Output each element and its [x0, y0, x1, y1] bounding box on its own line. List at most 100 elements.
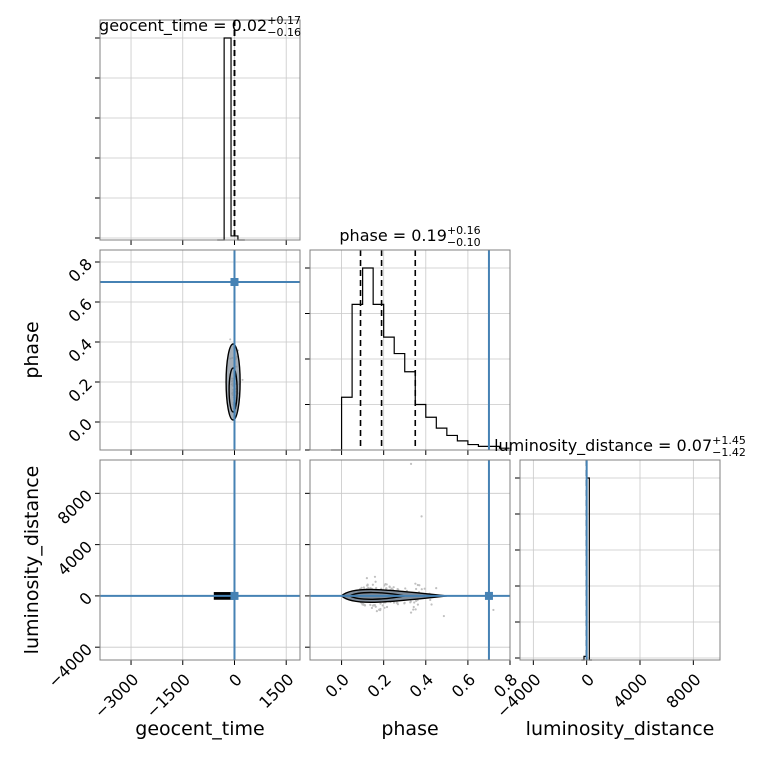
phase-distance-2d-sample-point: [374, 605, 377, 608]
distance-hist-title-lower: −1.42: [712, 446, 746, 459]
distance-hist-title-upper: +1.45: [712, 434, 746, 447]
phase-distance-2d-truth-marker: [484, 591, 493, 600]
phase-distance-2d-sample-point: [412, 608, 415, 611]
axes-layer: [95, 19, 721, 665]
distance-hist-xtick-label: 8000: [662, 670, 704, 712]
phase-hist-title-upper: +0.16: [447, 224, 481, 237]
phase-distance-2d-xtick-label: 0.4: [406, 670, 437, 701]
phase-hist-histogram-steps: [331, 267, 511, 451]
luminosity-distance-x-axis-label: luminosity_distance: [526, 718, 715, 740]
geocent-distance-2d-frame: [99, 459, 301, 661]
phase-distance-2d-sample-point: [362, 586, 366, 589]
phase-distance-2d-sample-point: [371, 583, 374, 586]
phase-distance-2d-sample-point: [420, 515, 423, 518]
phase-distance-2d-xtick-label: 0.2: [364, 670, 395, 701]
distance-hist-frame: [519, 459, 721, 661]
phase-distance-2d-sample-point: [409, 462, 413, 465]
phase-distance-2d-sample-point: [375, 609, 378, 613]
phase-distance-2d-sample-point: [423, 587, 426, 590]
geocent-distance-2d-ytick-label: 0: [75, 588, 96, 609]
phase-distance-2d-sample-point: [388, 585, 391, 588]
phase-distance-2d-sample-point: [365, 577, 368, 580]
geocent-time-hist-title-text: geocent_time = 0.02+0.17: [99, 14, 301, 36]
phase-distance-2d-sample-point: [416, 603, 419, 606]
phase-distance-2d-sample-point: [413, 601, 416, 604]
phase-distance-2d-sample-point: [363, 604, 366, 607]
phase-distance-2d-sample-point: [366, 583, 369, 586]
geocent-phase-2d-truth-marker: [230, 278, 239, 286]
phase-distance-2d-sample-point: [429, 598, 432, 602]
phase-distance-2d-sample-point: [442, 614, 445, 618]
phase-distance-2d-sample-point: [369, 603, 372, 606]
phase-distance-2d-frame: [309, 459, 511, 661]
phase-distance-2d-sample-point: [396, 587, 399, 591]
geocent-distance-2d-ytick-label: −4000: [44, 640, 96, 692]
fill-layer: [229, 338, 495, 618]
phase-distance-2d-sample-point: [392, 586, 395, 589]
geocent-distance-2d-ytick-label: 8000: [54, 486, 96, 528]
geocent-distance-2d-xtick-label: −3000: [91, 670, 143, 722]
phase-distance-2d-sample-point: [392, 601, 396, 604]
phase-distance-2d-sample-point: [370, 606, 374, 610]
distance-hist-title-text: luminosity_distance = 0.07+1.45: [494, 434, 746, 456]
phase-x-axis-label: phase: [381, 718, 438, 740]
phase-hist-title-text: phase = 0.19+0.16: [339, 224, 480, 245]
geocent-time-hist-title-lower: −0.16: [267, 26, 301, 39]
phase-hist-title-main: phase = 0.19: [339, 226, 446, 245]
phase-distance-2d-xtick-label: 0.6: [448, 670, 479, 701]
phase-distance-2d-sample-point: [396, 603, 399, 606]
phase-distance-2d-sample-point: [403, 601, 406, 604]
phase-distance-2d-sample-point: [379, 607, 382, 611]
distance-hist-title-main: luminosity_distance = 0.07: [494, 436, 712, 456]
phase-distance-2d-sample-point: [415, 587, 418, 591]
phase-distance-2d-sample-point: [409, 601, 412, 604]
phase-hist-title: phase = 0.19+0.16−0.10: [339, 224, 480, 249]
geocent-phase-2d-ytick-label: 0.6: [65, 295, 96, 326]
phase-distance-2d-sample-point: [385, 583, 388, 586]
geocent-time-hist-title: geocent_time = 0.02+0.17−0.16: [99, 14, 301, 39]
phase-distance-2d-sample-point: [390, 587, 393, 590]
geocent-phase-2d-sample-point: [241, 378, 244, 381]
distance-hist-xtick-label: 4000: [609, 670, 651, 712]
geocent-distance-2d-xtick-label: 0: [225, 670, 246, 691]
geocent-distance-2d-ytick-label: 4000: [54, 537, 96, 579]
phase-distance-2d-sample-point: [492, 608, 495, 612]
phase-distance-2d-sample-point: [420, 588, 423, 591]
geocent-distance-2d-truth-marker: [230, 591, 239, 600]
geocent-phase-2d-sample-point: [229, 338, 232, 341]
geocent-phase-2d-frame: [99, 249, 301, 451]
geocent-time-hist-frame: [99, 19, 301, 241]
phase-distance-2d-sample-point: [404, 587, 407, 590]
phase-y-axis-label: phase: [21, 321, 43, 378]
distance-hist-title: luminosity_distance = 0.07+1.45−1.42: [494, 434, 746, 459]
geocent-distance-2d-xtick-label: −1500: [142, 670, 194, 722]
phase-distance-2d-sample-point: [379, 602, 382, 605]
geocent-time-hist-histogram-steps: [217, 37, 245, 241]
phase-distance-2d-sample-point: [409, 611, 413, 614]
geocent-distance-2d-xtick-label: 1500: [255, 670, 297, 712]
distance-hist-xtick-label: 0: [577, 670, 598, 691]
phase-distance-2d-sample-point: [414, 582, 417, 585]
phase-distance-2d-xtick-label: 0.0: [321, 670, 352, 701]
geocent-phase-2d-contour-outer: [225, 343, 241, 421]
geocent-time-hist-title-main: geocent_time = 0.02: [99, 16, 267, 36]
phase-distance-2d-sample-point: [412, 605, 415, 609]
data-layer: [100, 20, 592, 661]
geocent-phase-2d-ytick-label: 0.8: [65, 255, 96, 286]
phase-distance-2d-sample-point: [414, 608, 417, 611]
phase-distance-2d-sample-point: [375, 586, 378, 590]
phase-hist-frame: [309, 249, 511, 451]
geocent-phase-2d-ytick-label: 0.0: [65, 415, 96, 446]
phase-distance-2d-sample-point: [373, 575, 377, 578]
phase-distance-2d-sample-point: [416, 583, 419, 587]
phase-distance-2d-sample-point: [435, 587, 438, 590]
phase-distance-2d-sample-point: [385, 605, 389, 609]
geocent-phase-2d-ytick-label: 0.2: [65, 375, 96, 406]
phase-distance-2d-sample-point: [385, 587, 388, 590]
geocent-phase-2d-ytick-label: 0.4: [65, 335, 96, 366]
phase-distance-2d-sample-point: [373, 603, 376, 607]
geocent-time-hist-title-upper: +0.17: [267, 14, 301, 27]
phase-hist-title-lower: −0.10: [447, 236, 481, 249]
geocent-phase-2d-contour-inner: [228, 367, 238, 413]
